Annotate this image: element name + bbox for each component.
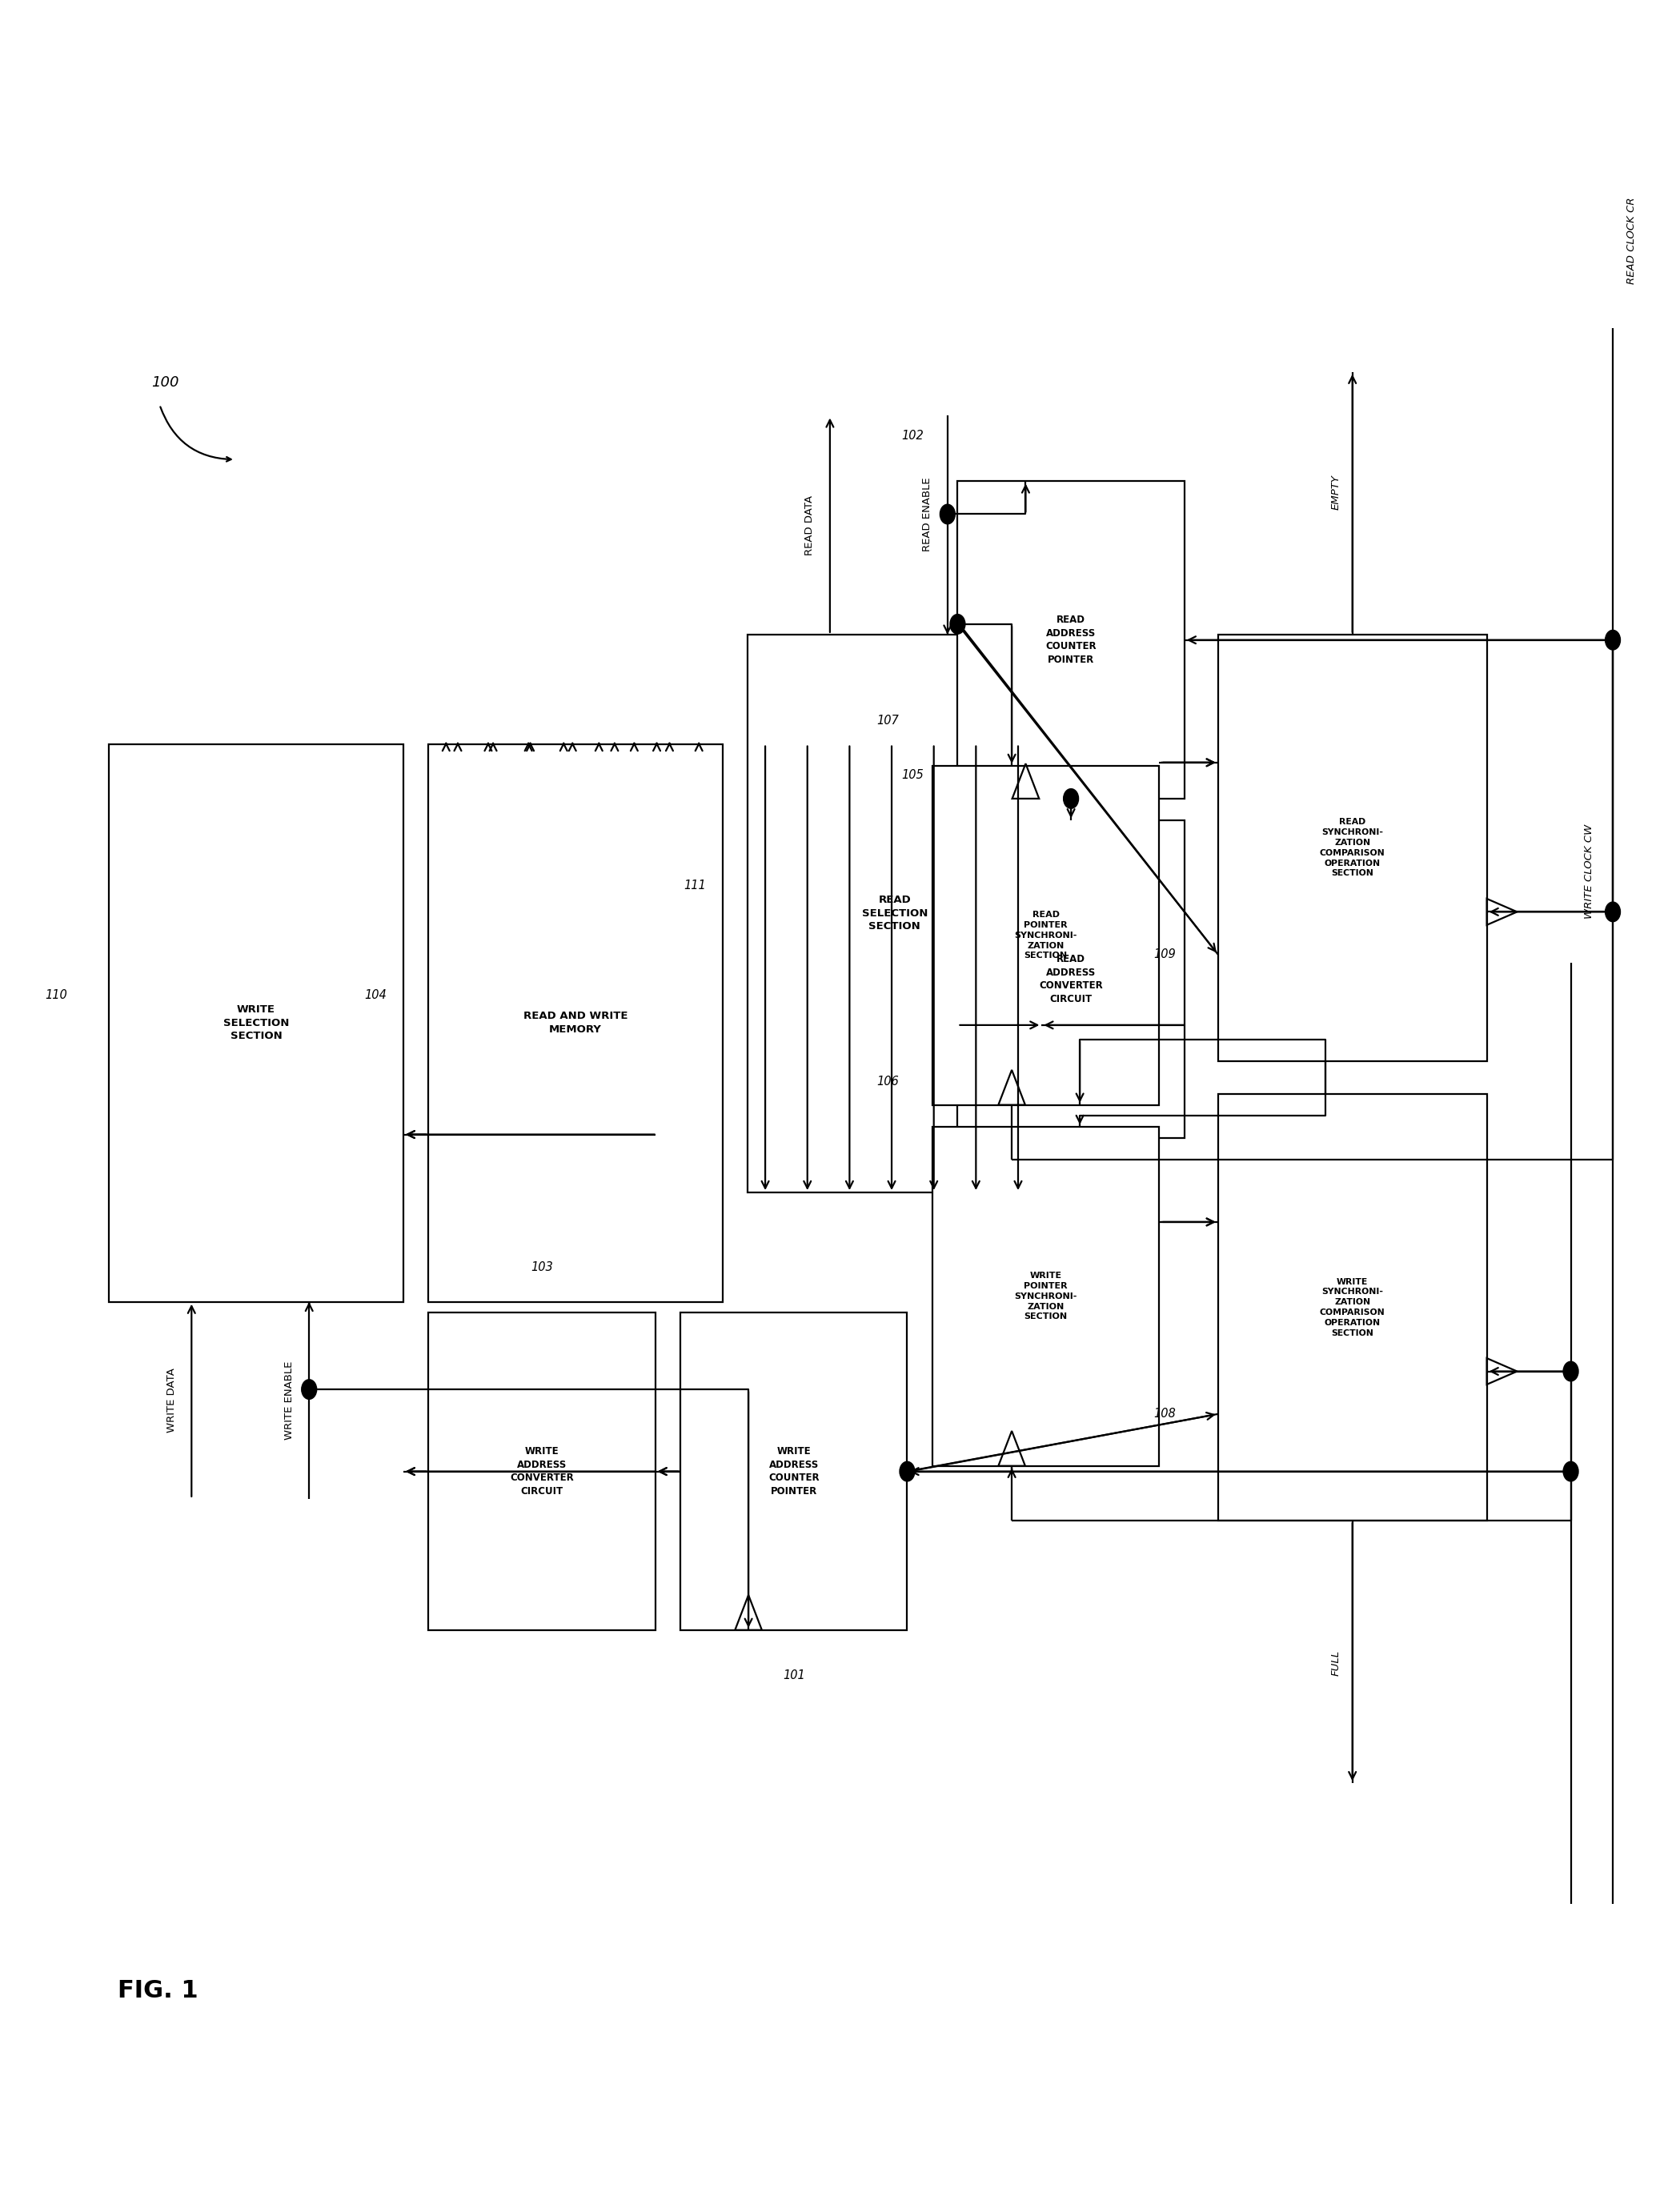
Text: WRITE
ADDRESS
CONVERTER
CIRCUIT: WRITE ADDRESS CONVERTER CIRCUIT bbox=[511, 1446, 573, 1497]
Text: WRITE
SYNCHRONI-
ZATION
COMPARISON
OPERATION
SECTION: WRITE SYNCHRONI- ZATION COMPARISON OPERA… bbox=[1320, 1278, 1384, 1337]
Circle shape bbox=[1604, 901, 1620, 921]
Text: WRITE
POINTER
SYNCHRONI-
ZATION
SECTION: WRITE POINTER SYNCHRONI- ZATION SECTION bbox=[1015, 1271, 1077, 1322]
Text: EMPTY: EMPTY bbox=[1331, 475, 1341, 510]
Circle shape bbox=[302, 1381, 316, 1400]
Circle shape bbox=[941, 505, 954, 525]
Bar bbox=[748, 635, 1042, 1192]
Text: READ
ADDRESS
CONVERTER
CIRCUIT: READ ADDRESS CONVERTER CIRCUIT bbox=[1040, 954, 1102, 1004]
Text: 102: 102 bbox=[902, 431, 924, 442]
Text: 101: 101 bbox=[783, 1669, 805, 1680]
Text: 100: 100 bbox=[151, 376, 178, 389]
Circle shape bbox=[1604, 630, 1620, 650]
Text: WRITE ENABLE: WRITE ENABLE bbox=[284, 1361, 294, 1440]
Text: 104: 104 bbox=[365, 989, 386, 1000]
Circle shape bbox=[900, 1462, 914, 1481]
Text: READ DATA: READ DATA bbox=[805, 494, 815, 556]
Text: FIG. 1: FIG. 1 bbox=[118, 1980, 198, 2002]
Text: 105: 105 bbox=[902, 770, 924, 781]
Circle shape bbox=[1063, 790, 1079, 810]
Bar bbox=[109, 744, 403, 1302]
Text: READ
POINTER
SYNCHRONI-
ZATION
SECTION: READ POINTER SYNCHRONI- ZATION SECTION bbox=[1015, 910, 1077, 961]
Bar bbox=[1218, 635, 1487, 1061]
Text: READ
SELECTION
SECTION: READ SELECTION SECTION bbox=[862, 895, 927, 932]
Text: 107: 107 bbox=[877, 715, 899, 726]
Bar bbox=[428, 744, 722, 1302]
Text: WRITE
ADDRESS
COUNTER
POINTER: WRITE ADDRESS COUNTER POINTER bbox=[768, 1446, 820, 1497]
Text: 108: 108 bbox=[1154, 1409, 1176, 1420]
Text: WRITE DATA: WRITE DATA bbox=[166, 1368, 176, 1433]
Bar bbox=[1218, 1094, 1487, 1521]
Text: WRITE
SELECTION
SECTION: WRITE SELECTION SECTION bbox=[223, 1004, 289, 1041]
Text: FULL: FULL bbox=[1331, 1650, 1341, 1676]
Text: 110: 110 bbox=[45, 989, 67, 1000]
Bar bbox=[958, 820, 1184, 1138]
Bar bbox=[680, 1313, 907, 1630]
Circle shape bbox=[1562, 1462, 1579, 1481]
Text: READ
ADDRESS
COUNTER
POINTER: READ ADDRESS COUNTER POINTER bbox=[1045, 615, 1097, 665]
Text: 111: 111 bbox=[684, 880, 706, 891]
Text: 103: 103 bbox=[531, 1262, 553, 1273]
Text: WRITE CLOCK CW: WRITE CLOCK CW bbox=[1584, 825, 1594, 919]
Text: 106: 106 bbox=[877, 1076, 899, 1087]
Bar bbox=[428, 1313, 655, 1630]
Bar bbox=[932, 1127, 1159, 1466]
Text: READ ENABLE: READ ENABLE bbox=[922, 477, 932, 551]
Bar bbox=[932, 766, 1159, 1105]
Text: READ AND WRITE
MEMORY: READ AND WRITE MEMORY bbox=[522, 1011, 628, 1035]
Text: 109: 109 bbox=[1154, 950, 1176, 961]
Circle shape bbox=[1562, 1361, 1579, 1381]
Bar bbox=[958, 481, 1184, 799]
Text: READ CLOCK CR: READ CLOCK CR bbox=[1626, 197, 1636, 284]
Text: READ
SYNCHRONI-
ZATION
COMPARISON
OPERATION
SECTION: READ SYNCHRONI- ZATION COMPARISON OPERAT… bbox=[1320, 818, 1384, 877]
Circle shape bbox=[949, 615, 964, 635]
